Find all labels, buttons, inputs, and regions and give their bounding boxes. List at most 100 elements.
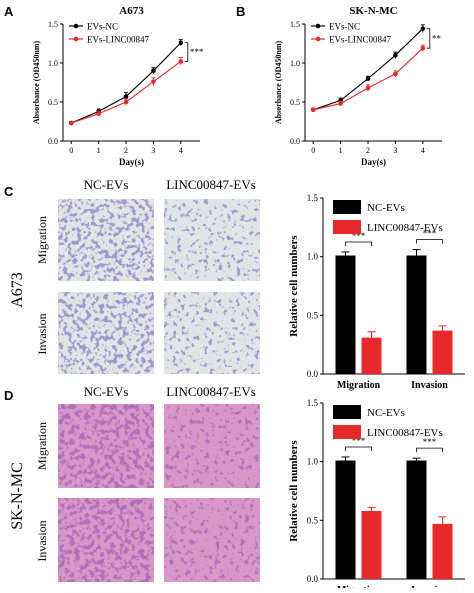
- significance-bracket: [416, 239, 443, 244]
- chart-title: SK-N-MC: [349, 5, 397, 17]
- legend-label-evs-nc: EVs-NC: [87, 22, 118, 32]
- chart-title: A673: [119, 5, 144, 17]
- cell-line-label-sknmc: SK-N-MC: [9, 462, 26, 530]
- micrograph-migration-linc: [164, 404, 260, 488]
- micrograph-grid-sknmc: NC-EVs LINC00847-EVs SK-N-MC Migration I…: [9, 384, 260, 582]
- legend-label-evs-linc00847: EVs-LINC00847: [87, 35, 149, 45]
- bar-chart-a673: 0.0 0.5 1.0 1.5 Relative cell numbers Migrati…: [288, 193, 465, 391]
- panel-label-d: D: [4, 388, 13, 403]
- column-label-nc-evs: NC-EVs: [84, 384, 129, 399]
- legend-marker: [73, 23, 79, 29]
- row-label-invasion: Invasion: [35, 520, 49, 561]
- series-evs-nc: [68, 39, 184, 126]
- significance-label: ***: [423, 229, 437, 239]
- panel-label-a: A: [4, 4, 14, 19]
- significance-label: ***: [352, 436, 366, 446]
- growth-chart-sknmc: SK-N-MC 0.0 0.5 1.0 1.5 0 1 2 3 4 Day(s) Absorbance…: [274, 5, 442, 167]
- x-tick-label: 3: [393, 146, 397, 155]
- bar-nc-evs: [406, 255, 427, 374]
- legend-swatch: [333, 405, 361, 419]
- legend-swatch: [333, 200, 361, 214]
- series-line: [71, 42, 182, 124]
- data-point: [151, 68, 156, 74]
- bar-nc-evs: [335, 460, 356, 579]
- y-tick-label: 0.0: [307, 574, 319, 584]
- data-point: [151, 79, 156, 85]
- x-tick-label: 2: [124, 146, 128, 155]
- y-tick-label: 1.0: [307, 252, 319, 262]
- x-tick-label: 0: [311, 146, 315, 155]
- data-point: [178, 40, 184, 46]
- cell-line-label-a673: A673: [9, 272, 26, 308]
- x-tick-label: 1: [97, 146, 101, 155]
- significance-label: ***: [352, 231, 366, 241]
- micrograph-migration-nc: [58, 199, 154, 281]
- legend-swatch: [333, 220, 361, 234]
- x-axis-label: Day(s): [361, 157, 386, 167]
- bar-nc-evs: [406, 460, 427, 579]
- micrograph-migration-linc: [164, 199, 260, 281]
- y-tick-label: 0.0: [290, 137, 300, 146]
- column-label-linc-evs: LINC00847-EVs: [166, 384, 256, 399]
- bar-linc00847-evs: [361, 337, 382, 374]
- legend-swatch: [333, 425, 361, 439]
- micrograph-migration-nc: [58, 404, 154, 488]
- micrograph-invasion-nc: [58, 292, 154, 374]
- legend-label-nc-evs: NC-EVs: [367, 202, 405, 214]
- row-label-migration: Migration: [35, 216, 49, 264]
- data-point: [420, 26, 426, 31]
- micrograph-invasion-linc: [164, 498, 260, 582]
- y-tick-label: 1.0: [307, 457, 319, 467]
- y-tick-label: 0.5: [307, 310, 319, 320]
- y-axis-label: Absorbance (OD450nm): [274, 41, 283, 125]
- data-point: [338, 101, 343, 106]
- data-point: [365, 85, 371, 91]
- data-point: [123, 99, 129, 105]
- legend-label-evs-linc00847: EVs-LINC00847: [329, 35, 391, 45]
- legend-label-linc00847-evs: LINC00847-EVs: [367, 222, 443, 234]
- x-tick-label: 0: [69, 146, 73, 155]
- legend-marker: [315, 36, 321, 42]
- data-point: [310, 107, 316, 113]
- data-point: [96, 111, 101, 116]
- y-tick-label: 0.5: [290, 98, 300, 107]
- legend-label-nc-evs: NC-EVs: [367, 407, 405, 419]
- y-tick-label: 0.0: [307, 369, 319, 379]
- panel-label-c: C: [4, 184, 14, 199]
- legend-marker: [73, 36, 79, 42]
- data-point: [178, 59, 184, 64]
- significance-label: ***: [190, 47, 204, 57]
- legend-label-evs-nc: EVs-NC: [329, 22, 360, 32]
- y-tick-label: 1.5: [307, 193, 319, 203]
- significance-label: ***: [423, 437, 437, 447]
- x-tick-label: 4: [179, 146, 183, 155]
- data-point: [420, 45, 426, 51]
- legend-marker: [315, 23, 321, 29]
- y-tick-label: 1.0: [48, 59, 58, 68]
- x-axis-label: Day(s): [119, 157, 144, 167]
- row-label-invasion: Invasion: [35, 313, 49, 354]
- data-point: [123, 94, 129, 99]
- y-tick-label: 0.0: [48, 137, 58, 146]
- column-label-linc-evs: LINC00847-EVs: [166, 177, 256, 192]
- panel-label-b: B: [236, 4, 245, 19]
- bar-linc00847-evs: [432, 523, 453, 579]
- significance-bracket: [345, 241, 372, 246]
- bar-linc00847-evs: [432, 330, 453, 374]
- y-axis-label: Relative cell numbers: [288, 440, 300, 542]
- significance-bracket: [426, 28, 431, 49]
- data-point: [365, 76, 371, 81]
- significance-bracket: [184, 42, 189, 62]
- bar-linc00847-evs: [361, 510, 382, 579]
- significance-bracket: [345, 446, 372, 451]
- growth-chart-a673: A673 0.0 0.5 1.0 1.5 0 1 2 3 4 Day(s) Absorbance (O…: [32, 5, 204, 167]
- significance-label: **: [432, 33, 442, 43]
- significance-bracket: [416, 447, 443, 453]
- x-tick-label: 4: [421, 146, 425, 155]
- y-axis-label: Relative cell numbers: [288, 235, 300, 337]
- column-label-nc-evs: NC-EVs: [84, 177, 129, 192]
- micrograph-invasion-nc: [58, 498, 154, 582]
- row-label-migration: Migration: [35, 422, 49, 470]
